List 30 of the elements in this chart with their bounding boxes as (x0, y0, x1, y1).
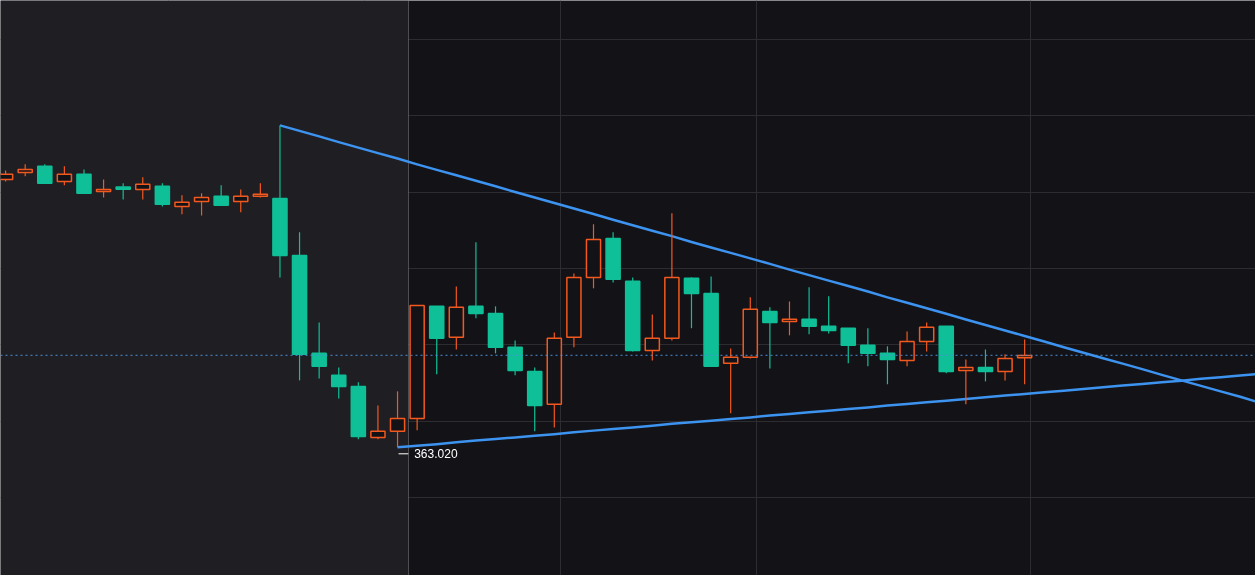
candlestick (958, 358, 974, 405)
candlestick (918, 321, 935, 353)
candlestick (468, 241, 484, 319)
candlestick (899, 330, 915, 367)
candlestick (997, 353, 1013, 381)
candlestick (36, 163, 53, 185)
candlestick (154, 182, 171, 208)
candlestick (76, 168, 92, 195)
candlestick (311, 321, 327, 380)
candlestick (1016, 338, 1033, 385)
candlestick (56, 165, 73, 186)
candlestick (134, 176, 151, 201)
annotation: 363.020 (414, 447, 458, 462)
candlestick (722, 347, 739, 414)
candlestick (781, 300, 798, 336)
candlestick (174, 194, 190, 215)
candlestick (801, 286, 817, 335)
candlestick (977, 348, 994, 382)
candlestick (683, 276, 700, 329)
candlestick (389, 390, 406, 448)
candlestick (762, 306, 778, 370)
candlestick (644, 313, 661, 362)
candlestick (330, 366, 347, 400)
candlestick (213, 184, 229, 207)
candlestick (370, 404, 386, 440)
candlestick (507, 339, 523, 376)
candlestick (860, 327, 876, 367)
candlestick (193, 192, 210, 217)
candlestick (840, 327, 857, 364)
candlestick (232, 188, 249, 213)
